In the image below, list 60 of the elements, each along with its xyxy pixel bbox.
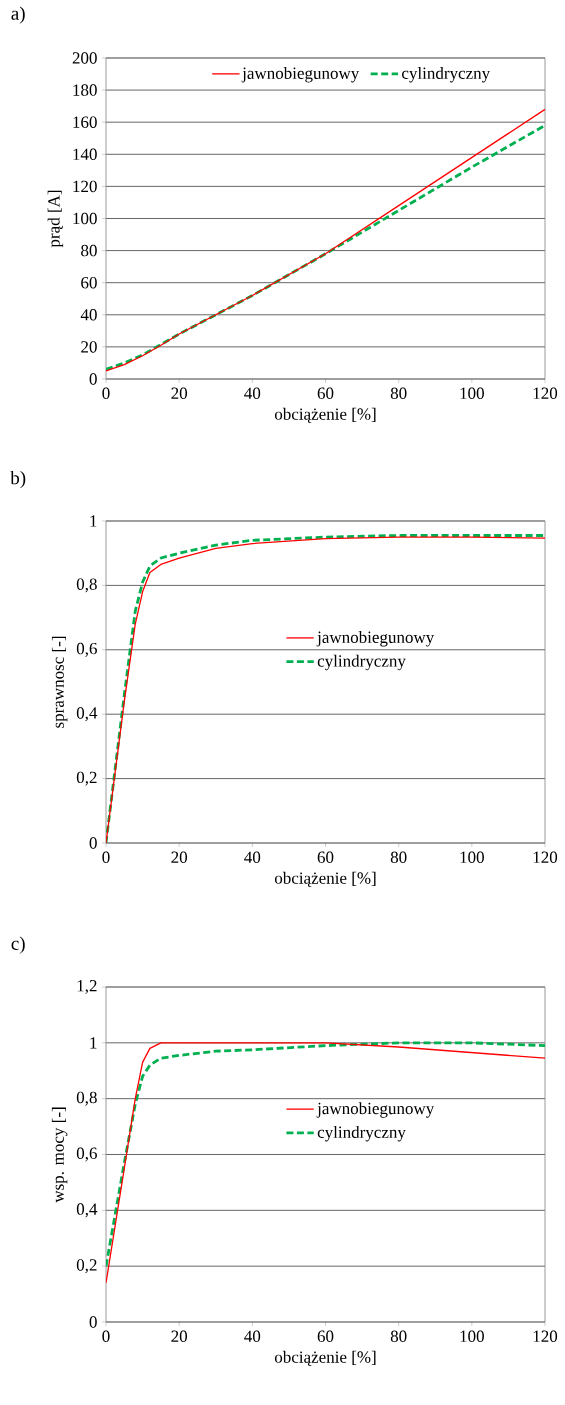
x-tick-label: 100 <box>460 387 484 399</box>
y-tick-label: 1 <box>90 515 97 527</box>
chart-title: b) <box>10 470 26 489</box>
y-tick-label: 0,4 <box>76 707 98 722</box>
x-tick-label: 40 <box>244 387 261 399</box>
y-tick-label: 0,8 <box>76 578 97 593</box>
y-tick-label: 0 <box>89 373 97 385</box>
legend-label: cylindryczny <box>402 67 491 83</box>
x-tick-label: 120 <box>533 387 558 399</box>
x-tick-label: 60 <box>317 387 334 399</box>
x-tick-label: 120 <box>533 851 558 863</box>
x-tick-label: 100 <box>460 851 484 863</box>
y-tick-label: 0,8 <box>76 1091 97 1106</box>
x-tick-label: 80 <box>390 387 407 399</box>
y-tick-label: 1 <box>90 1037 97 1049</box>
x-tick-label: 40 <box>244 1330 261 1343</box>
y-tick-label: 20 <box>81 341 97 353</box>
x-axis-title: obciążenie [%] <box>274 1350 376 1367</box>
x-tick-label: 0 <box>102 851 110 863</box>
chart-title: a) <box>11 6 25 24</box>
x-tick-label: 0 <box>102 1330 110 1343</box>
legend-label: jawnobiegunowy <box>241 67 360 83</box>
y-tick-label: 1,2 <box>77 980 97 994</box>
x-axis-title: obciążenie [%] <box>274 871 376 887</box>
legend-label: cylindryczny <box>317 654 406 671</box>
y-axis-title: sprawnosc [-] <box>51 636 68 728</box>
x-tick-label: 100 <box>460 1330 484 1343</box>
y-tick-label: 100 <box>73 212 97 225</box>
y-tick-label: 120 <box>73 180 97 193</box>
y-tick-label: 140 <box>73 148 97 161</box>
x-axis-title: obciążenie [%] <box>274 407 376 423</box>
y-tick-label: 40 <box>80 309 97 321</box>
y-tick-label: 180 <box>73 84 97 96</box>
chart-title: c) <box>11 936 25 954</box>
y-tick-label: 0,4 <box>76 1203 98 1218</box>
y-tick-label: 0 <box>89 1316 97 1328</box>
y-axis-title: wsp. mocy [-] <box>51 1107 68 1203</box>
legend-label: jawnobiegunowy <box>316 1102 435 1118</box>
x-tick-label: 40 <box>244 851 261 863</box>
x-tick-label: 0 <box>102 387 110 399</box>
x-tick-label: 80 <box>390 1330 407 1343</box>
x-tick-label: 80 <box>390 851 407 863</box>
y-tick-label: 200 <box>72 52 97 64</box>
x-tick-label: 60 <box>317 851 334 863</box>
y-tick-label: 60 <box>81 276 97 289</box>
x-tick-label: 20 <box>171 387 188 399</box>
y-tick-label: 0,2 <box>76 1259 97 1274</box>
y-axis-title: prąd [A] <box>47 190 64 248</box>
y-tick-label: 0,6 <box>76 1147 97 1162</box>
y-tick-label: 0,2 <box>76 771 97 786</box>
y-tick-label: 0 <box>89 837 97 849</box>
y-tick-label: 80 <box>81 244 97 257</box>
legend-label: cylindryczny <box>317 1126 406 1142</box>
x-tick-label: 20 <box>171 851 188 863</box>
x-tick-label: 60 <box>317 1330 334 1343</box>
legend-label: jawnobiegunowy <box>316 631 435 647</box>
y-tick-label: 160 <box>73 116 97 128</box>
x-tick-label: 20 <box>171 1330 188 1343</box>
y-tick-label: 0,6 <box>76 642 97 657</box>
x-tick-label: 120 <box>533 1330 558 1343</box>
